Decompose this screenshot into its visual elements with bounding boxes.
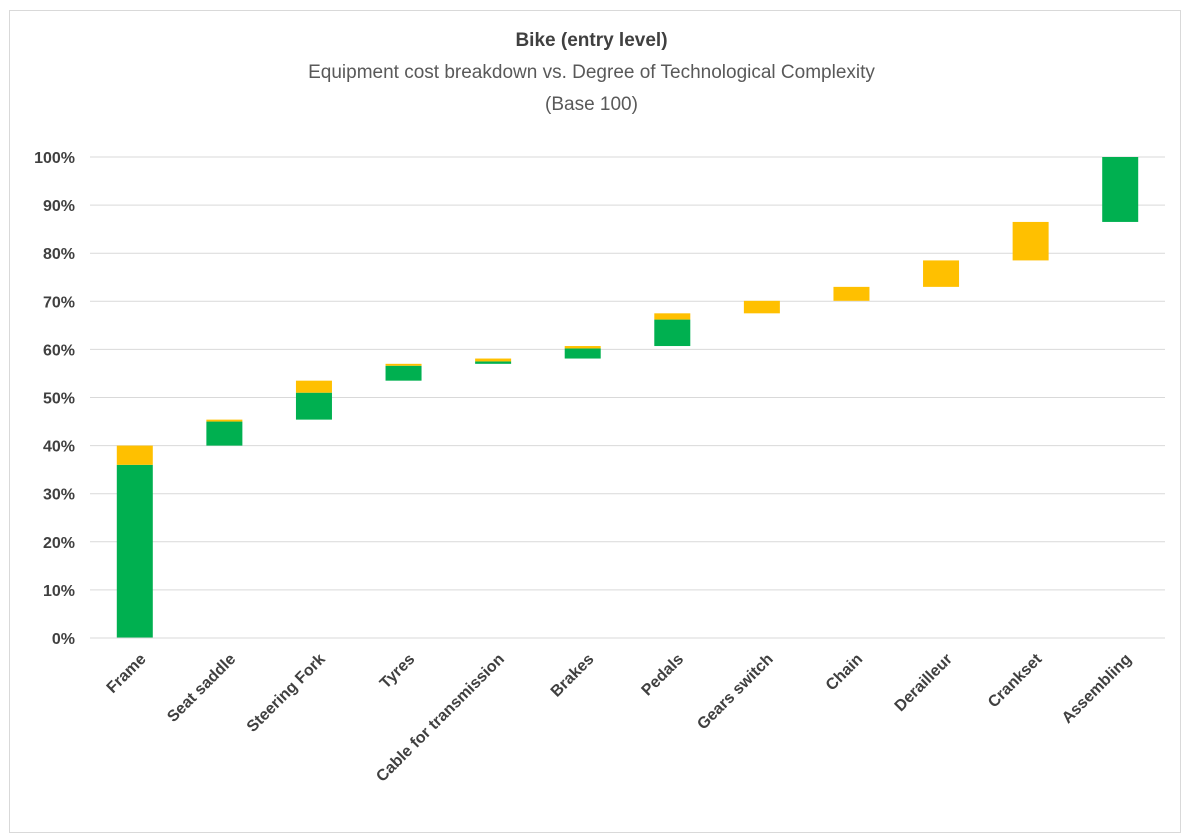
x-tick-label: Assembling — [1059, 651, 1135, 727]
x-tick-label: Steering Fork — [244, 651, 329, 736]
bar-segment-green — [206, 421, 243, 446]
bar-segment-yellow — [475, 358, 512, 362]
y-tick-label: 70% — [43, 294, 75, 311]
bar-segment-yellow — [385, 363, 422, 366]
x-tick-label: Pedals — [639, 651, 688, 700]
bar-segment-yellow — [116, 445, 153, 465]
x-tick-label: Crankset — [985, 650, 1046, 711]
bar-segment-yellow — [564, 346, 601, 349]
bar-segment-green — [295, 392, 332, 420]
bar-segment-yellow — [295, 380, 332, 393]
bar-segment-yellow — [743, 300, 780, 314]
x-tick-label: Gears switch — [694, 651, 776, 733]
x-tick-label: Derailleur — [892, 651, 956, 715]
y-tick-label: 80% — [43, 246, 75, 263]
y-tick-label: 30% — [43, 487, 75, 504]
bar-segment-green — [1102, 157, 1139, 222]
chart-subtitle: Equipment cost breakdown vs. Degree of T… — [308, 62, 875, 83]
bar-segment-yellow — [206, 419, 243, 422]
bar-segment-green — [385, 365, 422, 381]
bar-segment-green — [654, 319, 691, 347]
bar-segment-yellow — [654, 313, 691, 320]
bar-segment-yellow — [923, 260, 960, 287]
y-tick-label: 0% — [52, 631, 75, 648]
chart-title: Bike (entry level) — [515, 30, 668, 51]
bar-segment-green — [116, 464, 153, 638]
y-tick-label: 20% — [43, 535, 75, 552]
x-tick-label: Brakes — [548, 651, 598, 701]
y-tick-label: 50% — [43, 391, 75, 408]
x-tick-label: Chain — [823, 651, 866, 694]
y-tick-label: 100% — [34, 150, 75, 167]
bar-segment-yellow — [1012, 221, 1049, 261]
bar-segment-green — [475, 361, 512, 364]
y-tick-label: 60% — [43, 342, 75, 359]
x-tick-label: Frame — [104, 651, 150, 697]
chart-frame — [9, 10, 1181, 833]
bar-segment-yellow — [833, 286, 870, 301]
y-tick-label: 90% — [43, 198, 75, 215]
chart-subtitle-2: (Base 100) — [545, 94, 638, 115]
y-tick-label: 10% — [43, 583, 75, 600]
x-tick-label: Seat saddle — [164, 651, 239, 726]
x-tick-label: Tyres — [377, 651, 418, 692]
bar-segment-green — [564, 348, 601, 359]
y-tick-label: 40% — [43, 439, 75, 456]
